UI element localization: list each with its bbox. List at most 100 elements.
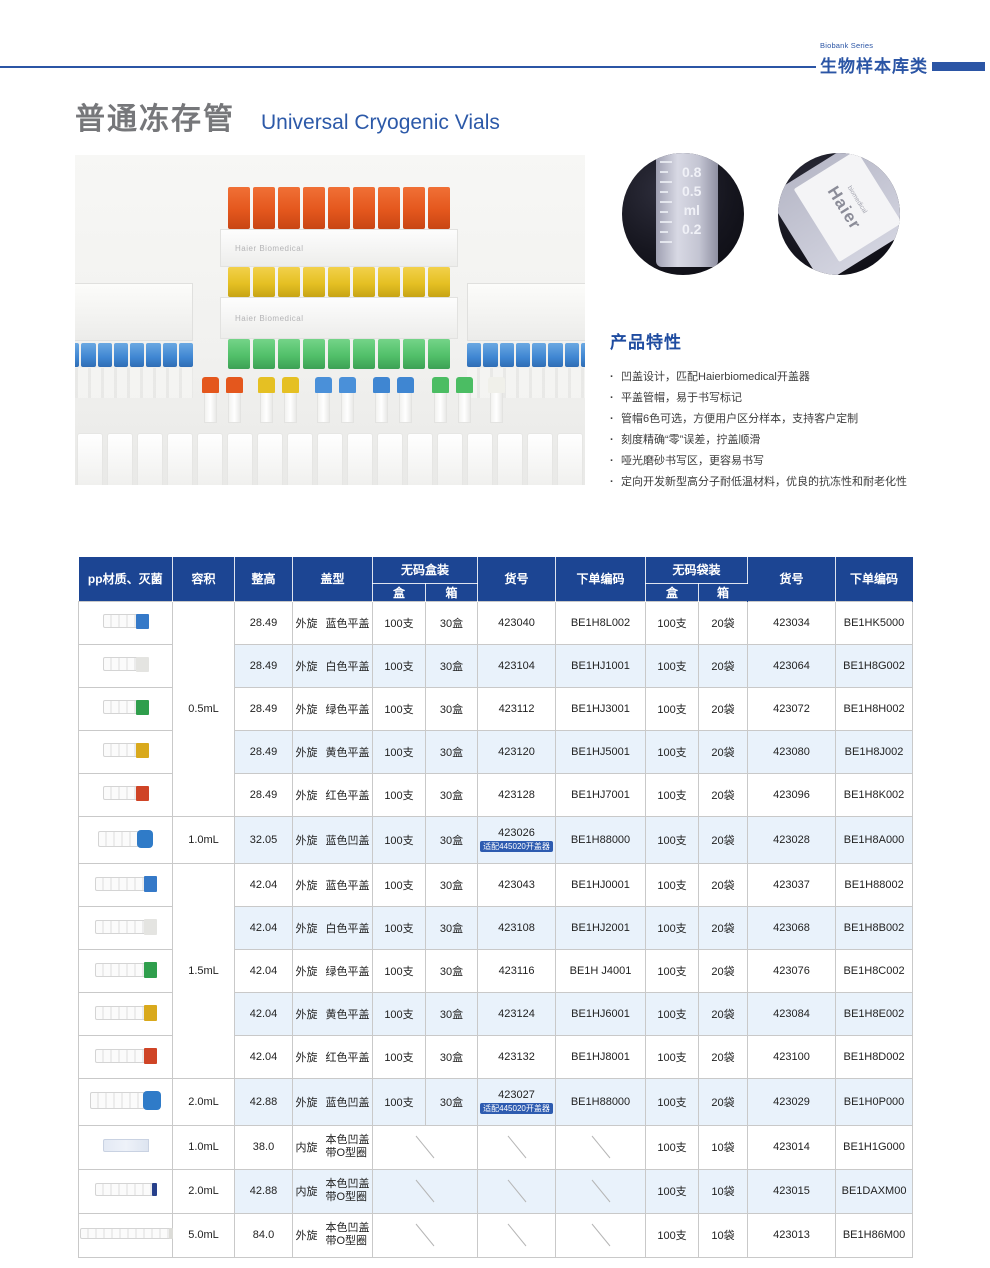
thread-type: 外旋	[295, 1096, 318, 1109]
cell-order-code: BE1HJ7001	[555, 772, 647, 817]
feature-item: 刻度精确“零”误差，拧盖顺滑	[610, 430, 990, 451]
cell-order-code: BE1HJ2001	[555, 905, 647, 950]
table-row: 28.49 外旋 黄色平盖 100支 30盒 423120 BE1HJ5001 100支 20袋…	[78, 729, 914, 774]
cell-cap-type: 外旋 黄色平盖	[292, 729, 373, 774]
na-slash-icon	[591, 1179, 610, 1203]
series-name-en: Biobank Series	[820, 41, 874, 50]
cell-cap-type: 外旋 白色平盖	[292, 905, 373, 950]
cell-volume: 0.5mL	[172, 600, 235, 817]
cell-bag-carton-qty: 20袋	[698, 905, 749, 950]
cell-bag-order-code: BE1H8C002	[835, 948, 914, 993]
thread-type: 外旋	[295, 1051, 318, 1064]
vial-image	[102, 785, 149, 801]
feature-item: 哑光磨砂书写区，更容易书写	[610, 451, 990, 472]
cell-item-no: 423026 适配445020开盖器	[477, 815, 557, 864]
orange-cap-row	[220, 187, 458, 229]
blue-cap-row	[75, 343, 193, 367]
cell-carton-qty: 30盒	[424, 991, 479, 1036]
cell-vial-image	[78, 1077, 173, 1126]
cell-vial-image	[78, 815, 173, 864]
loose-vial	[282, 377, 299, 423]
col-item-no: 货号	[747, 557, 837, 601]
na-slash-icon	[415, 1135, 435, 1159]
feature-item: 管帽6色可选，方便用户区分样本，支持客户定制	[610, 409, 990, 430]
cell-carton-qty: 30盒	[424, 905, 479, 950]
cell-bag-carton-qty: 10袋	[698, 1212, 749, 1258]
cap-desc: 本色凹盖 带O型圈	[325, 1178, 370, 1203]
loose-vial	[456, 377, 473, 423]
cell-item-no: 423108	[477, 905, 557, 950]
vial-image	[94, 1047, 157, 1064]
col-order-code: 下单编码	[835, 557, 914, 601]
cell-height: 42.04	[234, 862, 293, 907]
cell-carton-qty: 30盒	[424, 1034, 479, 1079]
loose-vial	[488, 377, 505, 423]
thread-type: 外旋	[295, 922, 318, 935]
vial-image	[102, 742, 149, 758]
cell-carton-qty: 30盒	[424, 600, 479, 645]
rack-band: Haier Biomedical	[220, 297, 458, 339]
cap-desc: 蓝色平盖	[325, 617, 370, 630]
thread-type: 内旋	[295, 1142, 318, 1154]
loose-vial	[258, 377, 275, 423]
page-title: 普通冻存管 Universal Cryogenic Vials	[75, 94, 500, 138]
vial-box-right	[467, 283, 585, 398]
cell-item-no: 423104	[477, 643, 557, 688]
cell-carton-qty: 30盒	[424, 729, 479, 774]
vial-image	[94, 961, 157, 978]
cell-vial-image	[78, 948, 173, 993]
cell-order-code: BE1H8L002	[555, 600, 647, 645]
cell-carton-qty: 30盒	[424, 1077, 479, 1126]
cell-bag-order-code: BE1H86M00	[835, 1212, 914, 1258]
green-cap-row	[220, 339, 458, 369]
cell-cap-type: 内旋 本色凹盖 带O型圈	[292, 1124, 373, 1170]
na-slash-icon	[591, 1135, 610, 1159]
cell-bag-order-code: BE1H8A000	[835, 815, 914, 864]
cell-order-code-na	[555, 1168, 647, 1214]
rack-brand-label: Haier Biomedical	[235, 243, 304, 253]
thread-type: 外旋	[295, 703, 318, 716]
feature-list: 凹盖设计，匹配Haierbiomedical开盖器平盖管帽，易于书写标记管帽6色…	[610, 367, 990, 493]
cell-cap-type: 外旋 红色平盖	[292, 772, 373, 817]
cell-volume: 1.5mL	[172, 862, 235, 1079]
cell-bag-box-qty: 100支	[645, 772, 700, 817]
cell-bag-order-code: BE1H0P000	[835, 1077, 914, 1126]
cap-desc: 本色凹盖 带O型圈	[325, 1134, 370, 1159]
product-features: 产品特性 凹盖设计，匹配Haierbiomedical开盖器平盖管帽，易于书写标…	[610, 328, 990, 493]
cell-volume: 1.0mL	[172, 1124, 235, 1170]
cell-height: 28.49	[234, 686, 293, 731]
cell-vial-image	[78, 1034, 173, 1079]
vial-image	[102, 656, 149, 672]
na-slash-icon	[415, 1223, 435, 1247]
cell-box-qty: 100支	[372, 772, 426, 817]
na-slash-icon	[591, 1223, 610, 1247]
cell-bag-box-qty: 100支	[645, 600, 700, 645]
scale-value: 0.5	[682, 183, 702, 199]
cap-desc: 绿色平盖	[325, 703, 370, 716]
cell-bag-order-code: BE1H1G000	[835, 1124, 914, 1170]
cell-order-code: BE1HJ3001	[555, 686, 647, 731]
cell-vial-image	[78, 729, 173, 774]
cell-volume: 2.0mL	[172, 1077, 235, 1126]
cell-box-qty: 100支	[372, 948, 426, 993]
cell-order-code-na	[555, 1124, 647, 1170]
col-carton: 箱	[698, 583, 749, 601]
cell-height: 28.49	[234, 772, 293, 817]
cell-box-carton-na	[371, 1124, 479, 1170]
cell-bag-item-no: 423013	[747, 1212, 837, 1258]
col-height: 整高	[234, 557, 293, 601]
cell-bag-carton-qty: 20袋	[698, 862, 749, 907]
cell-bag-carton-qty: 20袋	[698, 815, 749, 864]
table-row: 42.04 外旋 黄色平盖 100支 30盒 423124 BE1HJ6001 100支 20袋…	[78, 991, 914, 1036]
cell-height: 42.04	[234, 905, 293, 950]
cell-box-qty: 100支	[372, 862, 426, 907]
cell-bag-item-no: 423015	[747, 1168, 837, 1214]
detail-photo-graduation: 0.8 0.5 ml 0.2	[622, 153, 744, 275]
cell-bag-item-no: 423084	[747, 991, 837, 1036]
vial-image	[94, 1183, 157, 1196]
vial-box-left	[75, 283, 193, 398]
cell-box-qty: 100支	[372, 991, 426, 1036]
cell-bag-carton-qty: 20袋	[698, 772, 749, 817]
thread-type: 外旋	[295, 789, 318, 802]
cell-vial-image	[78, 1124, 173, 1170]
